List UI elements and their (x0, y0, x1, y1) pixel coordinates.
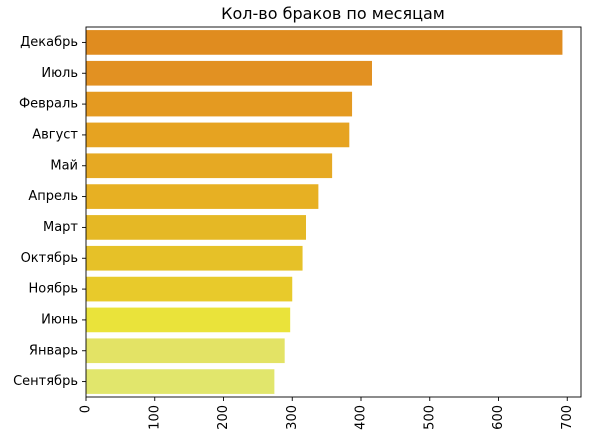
x-axis-ticks: 0 100 200 300 400 500 600 700 (79, 397, 575, 430)
bar-11 (86, 338, 285, 364)
bar-8 (86, 245, 303, 271)
chart-title: Кол-во браков по месяцам (221, 4, 445, 23)
bar-10 (86, 307, 291, 333)
x-tick-label: 0 (79, 405, 94, 413)
y-tick-label: Август (32, 127, 78, 142)
bar-12 (86, 369, 275, 394)
x-tick-label: 200 (216, 405, 231, 430)
bar-7 (86, 215, 306, 240)
y-tick-label: Июль (41, 66, 78, 81)
x-tick-label: 600 (491, 405, 506, 430)
y-tick-label: Февраль (19, 97, 78, 112)
x-tick-label: 400 (354, 405, 369, 430)
y-axis-ticks: Декабрь Июль Февраль Август Май Апрель Март Окт… (13, 35, 86, 389)
y-tick-label: Март (43, 220, 78, 235)
x-tick-label: 700 (560, 405, 575, 430)
y-tick-label: Декабрь (20, 35, 78, 50)
y-tick-label: Май (50, 158, 78, 173)
x-tick-label: 300 (285, 405, 300, 430)
bars-group (86, 30, 563, 394)
bar-4 (86, 122, 350, 148)
bar-6 (86, 184, 319, 209)
y-tick-label: Октябрь (21, 251, 78, 266)
x-tick-label: 500 (422, 405, 437, 430)
plot-frame (85, 26, 582, 398)
y-tick-label: Апрель (28, 189, 78, 204)
bar-3 (86, 91, 353, 117)
y-tick-label: Сентябрь (13, 374, 78, 389)
bar-2 (86, 60, 372, 86)
bar-9 (86, 276, 293, 302)
y-tick-label: Июнь (41, 312, 78, 327)
bar-5 (86, 153, 333, 179)
y-tick-label: Январь (29, 343, 78, 358)
y-tick-label: Ноябрь (29, 282, 78, 297)
x-tick-label: 100 (147, 405, 162, 430)
bar-1 (86, 30, 563, 55)
